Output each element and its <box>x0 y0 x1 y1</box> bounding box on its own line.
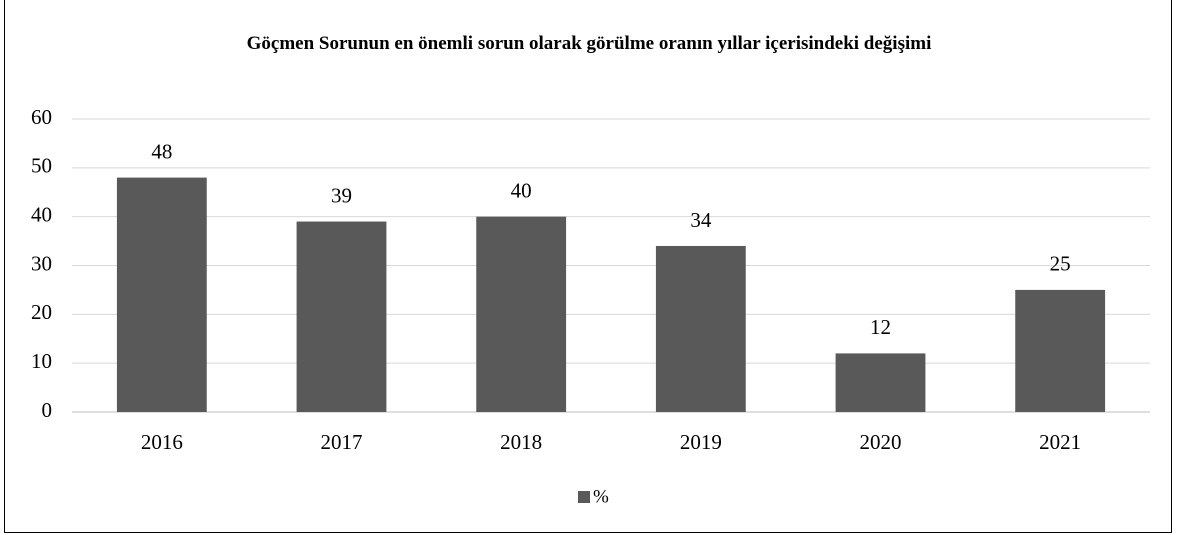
bar <box>476 216 567 412</box>
data-label: 40 <box>511 178 532 202</box>
x-tick-label: 2016 <box>141 430 183 454</box>
y-tick-label: 40 <box>31 202 52 226</box>
x-tick-label: 2020 <box>860 430 902 454</box>
x-tick-label: 2017 <box>321 430 363 454</box>
y-tick-label: 50 <box>31 154 52 178</box>
chart-frame <box>4 0 1172 533</box>
legend-label: % <box>593 486 609 507</box>
data-label: 34 <box>690 208 712 232</box>
bar <box>655 245 746 412</box>
x-tick-label: 2018 <box>500 430 542 454</box>
y-tick-label: 20 <box>31 300 52 324</box>
x-tick-label: 2021 <box>1039 430 1081 454</box>
data-label: 12 <box>870 315 891 339</box>
legend-swatch <box>578 491 590 503</box>
bar <box>296 221 387 412</box>
data-label: 39 <box>331 183 352 207</box>
y-tick-label: 30 <box>31 251 52 275</box>
chart-title: Göçmen Sorunun en önemli sorun olarak gö… <box>246 33 932 54</box>
y-tick-label: 0 <box>42 398 53 422</box>
bar <box>116 177 207 412</box>
y-tick-label: 10 <box>31 349 52 373</box>
data-label: 48 <box>151 139 172 163</box>
bar <box>835 353 926 412</box>
bar <box>1015 289 1106 412</box>
y-tick-label: 60 <box>31 105 52 129</box>
x-tick-label: 2019 <box>680 430 722 454</box>
data-label: 25 <box>1050 252 1071 276</box>
